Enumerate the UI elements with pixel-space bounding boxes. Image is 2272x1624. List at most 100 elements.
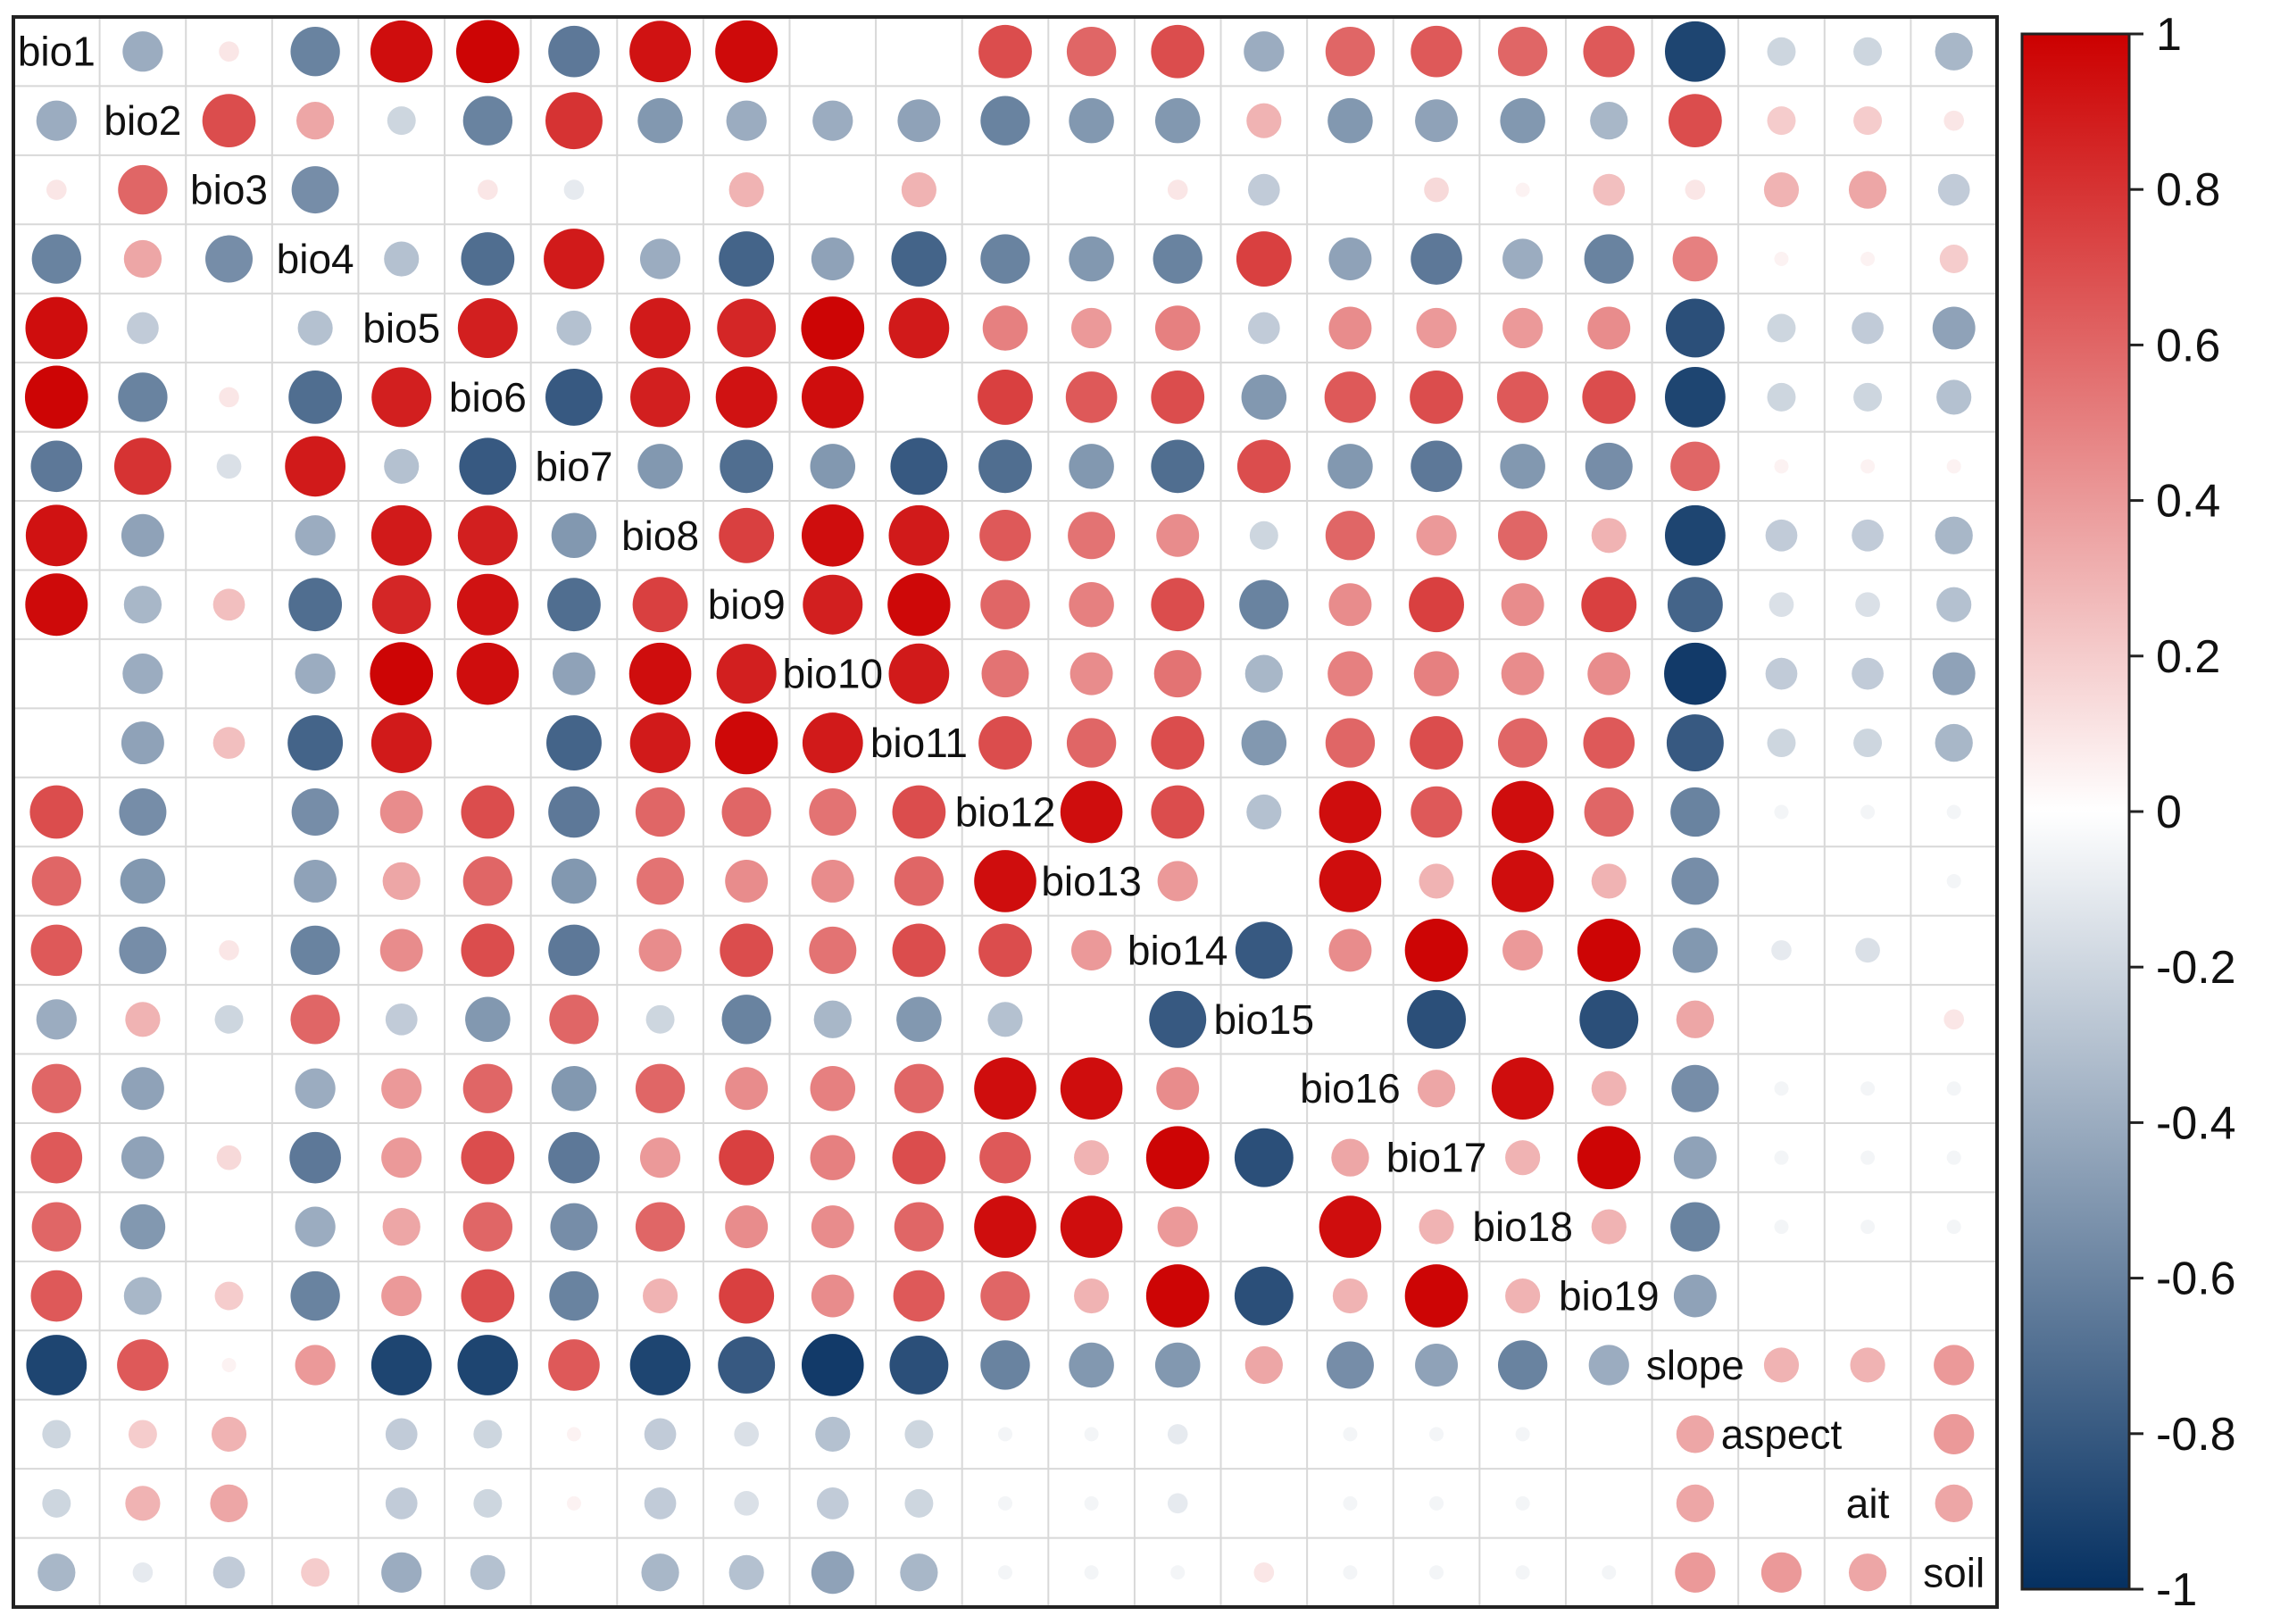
corr-circle-bio2-bio15: [1246, 103, 1282, 138]
corr-circle-bio10-bio14: [1153, 650, 1202, 698]
corr-circle-ait-bio11: [904, 1488, 934, 1518]
corr-circle-bio5-bio2: [127, 312, 159, 345]
corr-circle-ait-bio17: [1429, 1495, 1444, 1511]
corr-circle-bio19-bio17: [1404, 1264, 1469, 1328]
corr-circle-bio17-bio11: [892, 1130, 946, 1185]
corr-circle-bio18-soil: [1946, 1220, 1961, 1235]
corr-circle-bio14-aspect: [1771, 940, 1792, 961]
corr-circle-bio9-bio5: [371, 575, 431, 635]
corr-circle-bio10-bio7: [552, 652, 595, 695]
corr-circle-bio11-bio16: [1325, 718, 1376, 768]
corr-circle-bio7-bio15: [1236, 439, 1291, 494]
corr-circle-aspect-bio16: [1343, 1427, 1358, 1442]
corr-circle-bio7-bio6: [459, 437, 517, 496]
corr-circle-bio10-bio12: [981, 650, 1029, 698]
corr-circle-bio4-bio15: [1236, 231, 1292, 287]
corr-circle-bio6-slope: [1664, 367, 1726, 428]
corr-circle-bio5-bio7: [556, 310, 592, 346]
corr-circle-soil-bio3: [212, 1556, 246, 1589]
corr-circle-slope-bio10: [801, 1334, 864, 1396]
corr-circle-soil-bio19: [1602, 1565, 1617, 1580]
corr-circle-bio9-bio10: [803, 574, 863, 635]
corr-circle-bio12-bio17: [1411, 786, 1462, 838]
corr-circle-bio11-bio15: [1241, 720, 1287, 766]
corr-circle-bio4-bio5: [384, 241, 420, 277]
corr-circle-ait-bio5: [385, 1487, 418, 1520]
corr-circle-bio9-bio6: [456, 573, 519, 636]
variable-label-aspect: aspect: [1721, 1411, 1843, 1457]
corr-circle-bio3-bio17: [1424, 177, 1449, 203]
corr-circle-bio15-bio10: [813, 1000, 852, 1038]
corr-circle-soil-ait: [1848, 1553, 1887, 1592]
corr-circle-soil-bio12: [998, 1565, 1012, 1580]
corr-circle-bio6-bio3: [219, 387, 239, 408]
corr-circle-bio16-bio10: [810, 1065, 856, 1112]
corr-circle-bio14-bio13: [1071, 929, 1112, 970]
corr-circle-bio9-bio14: [1151, 578, 1205, 632]
corr-circle-bio2-bio8: [637, 97, 683, 144]
corr-circle-bio17-bio3: [216, 1145, 242, 1170]
corr-circle-bio2-bio17: [1415, 99, 1459, 143]
corr-circle-bio11-bio8: [629, 712, 691, 773]
corr-circle-aspect-bio1: [42, 1420, 71, 1449]
corr-circle-bio4-bio10: [811, 237, 854, 280]
corr-circle-bio3-bio9: [728, 172, 764, 208]
corr-circle-aspect-bio8: [644, 1418, 677, 1451]
corr-circle-bio16-bio18: [1491, 1057, 1554, 1120]
corr-circle-bio4-bio9: [719, 231, 775, 287]
corr-circle-bio19-bio16: [1332, 1278, 1368, 1314]
corr-circle-bio12-bio8: [635, 787, 686, 837]
corr-circle-bio3-bio6: [478, 179, 498, 200]
corr-circle-slope-bio4: [295, 1345, 336, 1386]
corr-circle-bio6-bio18: [1496, 371, 1549, 423]
corr-circle-aspect-bio6: [473, 1420, 503, 1449]
corr-circle-bio19-bio4: [290, 1270, 340, 1321]
corr-circle-bio19-bio1: [30, 1270, 83, 1322]
corr-circle-bio18-ait: [1860, 1220, 1876, 1235]
corr-circle-bio10-bio11: [888, 643, 950, 704]
corr-circle-bio17-bio2: [121, 1136, 164, 1179]
corr-circle-bio2-soil: [1943, 110, 1964, 131]
corr-circle-slope-bio3: [221, 1357, 237, 1372]
corr-circle-bio11-bio7: [546, 715, 602, 770]
corr-circle-ait-bio1: [42, 1488, 71, 1518]
corr-circle-bio7-bio17: [1411, 440, 1462, 493]
corr-circle-bio6-bio19: [1582, 371, 1636, 424]
corr-circle-bio17-bio1: [30, 1131, 83, 1184]
corr-circle-soil-bio16: [1343, 1565, 1358, 1580]
corr-circle-bio2-bio14: [1154, 97, 1201, 144]
corr-circle-ait-bio9: [734, 1491, 760, 1516]
variable-label-bio12: bio12: [955, 789, 1056, 836]
corr-circle-aspect-soil: [1934, 1413, 1975, 1455]
corr-circle-bio4-ait: [1860, 252, 1876, 267]
corr-circle-bio2-bio13: [1069, 97, 1114, 144]
corr-circle-slope-bio11: [889, 1336, 949, 1395]
corr-circle-soil-bio6: [470, 1554, 505, 1590]
corr-circle-bio11-ait: [1853, 729, 1883, 758]
corr-circle-bio14-bio15: [1235, 921, 1293, 979]
corr-circle-bio16-bio7: [551, 1065, 597, 1112]
corr-circle-bio1-aspect: [1767, 37, 1796, 66]
corr-circle-bio11-bio12: [978, 716, 1032, 770]
colorbar-tick-label: 0.8: [2156, 164, 2220, 216]
variable-label-bio14: bio14: [1128, 927, 1228, 973]
corr-circle-bio7-bio10: [810, 444, 856, 489]
corr-circle-aspect-bio10: [815, 1416, 851, 1452]
corr-circle-bio18-slope: [1670, 1202, 1720, 1252]
corr-circle-bio2-bio9: [726, 100, 767, 141]
corr-circle-bio4-bio12: [980, 234, 1030, 284]
corr-circle-bio5-bio16: [1328, 306, 1372, 350]
corr-circle-ait-bio3: [210, 1484, 248, 1522]
corr-circle-bio9-bio18: [1501, 583, 1544, 627]
corr-circle-bio17-bio15: [1234, 1128, 1294, 1187]
corr-circle-aspect-bio17: [1429, 1427, 1444, 1442]
corr-circle-bio4-slope: [1672, 236, 1719, 282]
corr-circle-bio9-bio1: [25, 573, 88, 637]
corr-circle-bio9-soil: [1936, 587, 1972, 622]
corr-circle-bio19-bio15: [1234, 1266, 1294, 1326]
corr-circle-bio8-bio1: [25, 504, 87, 567]
corr-circle-bio1-bio12: [978, 24, 1032, 79]
corr-circle-bio7-bio8: [637, 444, 683, 489]
corr-circle-bio15-bio14: [1149, 990, 1207, 1048]
variable-label-bio10: bio10: [783, 651, 884, 697]
